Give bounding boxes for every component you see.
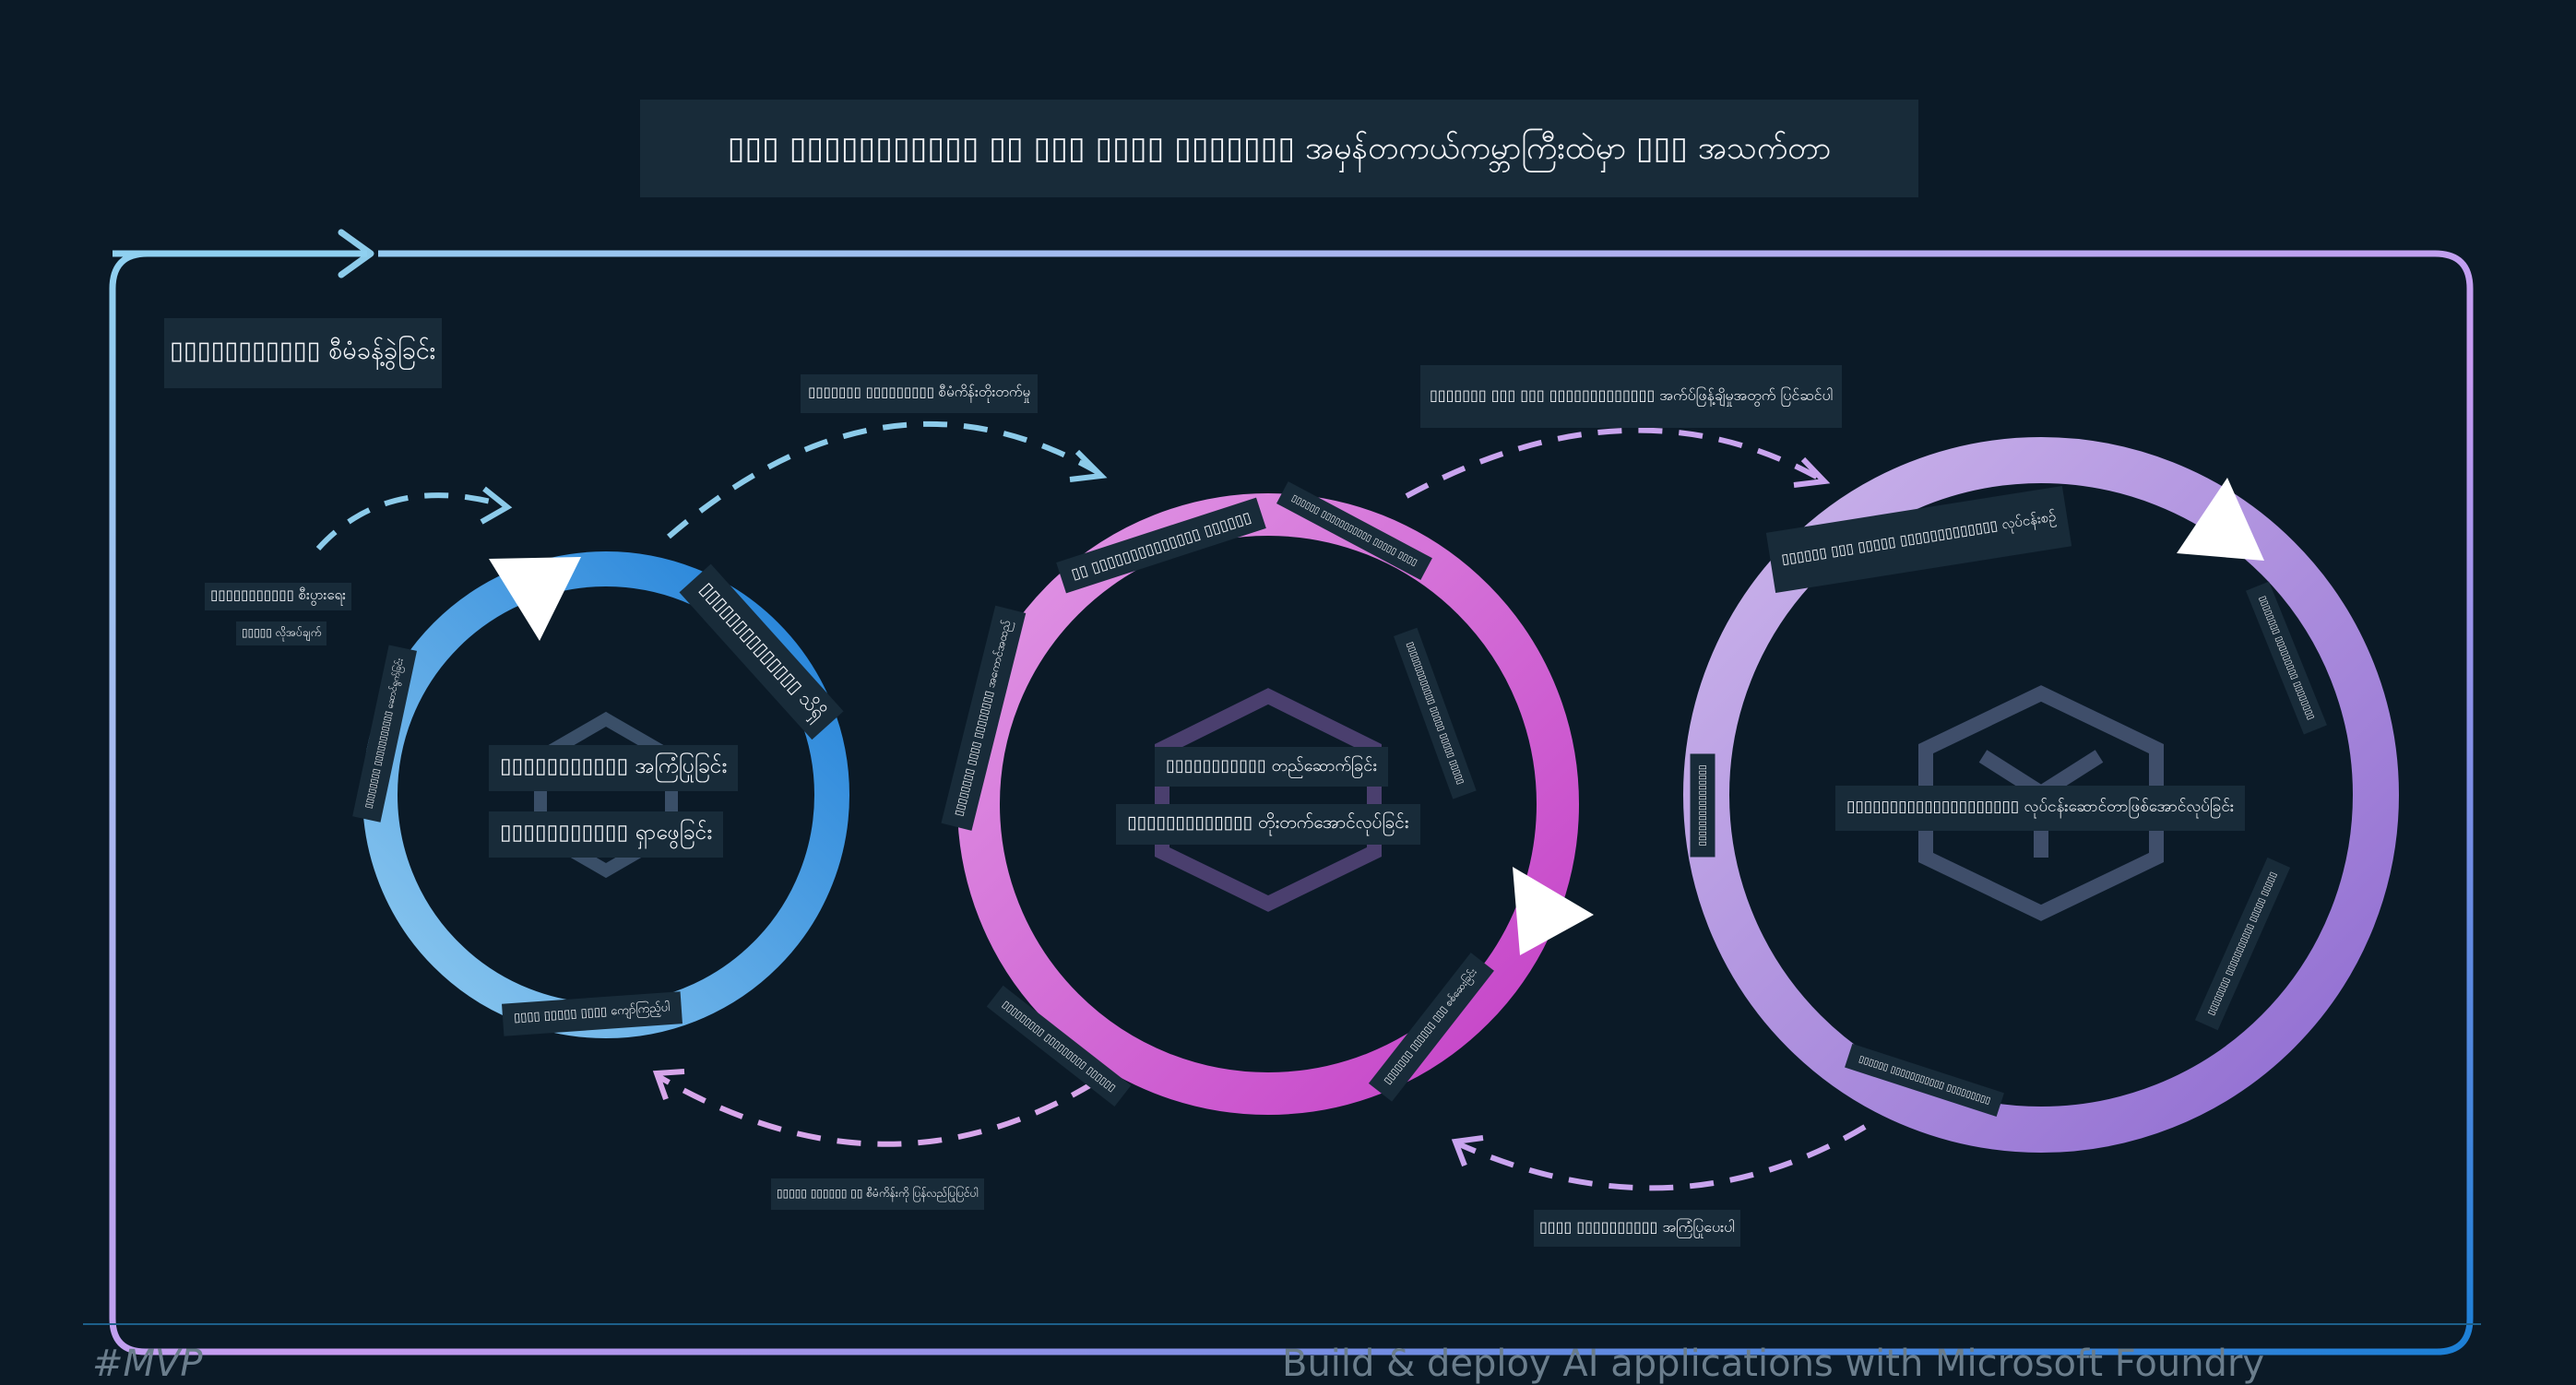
dashed-arrow-head <box>1069 449 1108 482</box>
dashed-arrow-head <box>652 1069 685 1101</box>
arrow-head-icon <box>2177 478 2264 561</box>
frame-arrow-icon <box>338 229 374 278</box>
ring-building <box>957 493 1579 1115</box>
dashed-arrow-head <box>1451 1135 1484 1167</box>
dashed-arrow-back-1 <box>658 1074 1095 1147</box>
footer-tag: #MVP <box>92 1343 203 1385</box>
arrow-head-icon <box>1513 867 1594 955</box>
arrow-head-icon <box>489 557 581 641</box>
dashed-arrow-head <box>1793 456 1831 488</box>
building-center-line-1: ▯▯▯▯▯▯▯▯▯▯▯ တည်ဆောက်ခြင်း <box>1155 747 1388 787</box>
connector-back-2-label: ▯▯▯▯ ▯▯▯▯▯▯▯▯▯▯ အကြံပြုပေးပါ <box>1534 1210 1741 1247</box>
page-title: ▯▯▯ ▯▯▯▯▯▯▯▯▯▯▯ ▯▯ ▯▯▯ ▯▯▯▯ ▯▯▯▯▯▯▯ အမှန… <box>640 100 1918 197</box>
footer-caption: Build & deploy AI applications with Micr… <box>1282 1343 2265 1385</box>
building-center-line-2: ▯▯▯▯▯▯▯▯▯▯▯▯▯ တိုးတက်အောင်လုပ်ခြင်း <box>1116 804 1420 845</box>
connector-run-line-2: ▯▯▯▯▯ လိုအပ်ချက် <box>236 621 327 645</box>
dashed-arrow-head <box>480 486 513 525</box>
ideation-center-line-1: ▯▯▯▯▯▯▯▯▯▯▯ အကြံပြုခြင်း <box>489 745 739 791</box>
operationalizing-ring-label-3: ▯▯▯▯▯▯▯▯▯▯▯▯▯▯▯▯ <box>1690 753 1715 858</box>
operationalizing-center-line: ▯▯▯▯▯▯▯▯▯▯▯▯▯▯▯▯▯▯▯▯ လုပ်ငန်းဆောင်တာဖြစ်… <box>1835 786 2246 831</box>
connector-run-line-1: ▯▯▯▯▯▯▯▯▯▯▯ စီးပွားရေး <box>205 583 351 610</box>
cube-icon <box>1918 685 2164 921</box>
connector-back-1-label: ▯▯▯▯▯ ▯▯▯▯▯▯ ▯▯ စီမံကိန်းကို ပြန်လည်ပြုပ… <box>771 1178 984 1210</box>
hexagon-icon <box>1155 688 1382 912</box>
process-frame <box>109 250 2474 1355</box>
connector-promote-2-label: ▯▯▯▯▯▯▯ ▯▯▯ ▯▯▯ ▯▯▯▯▯▯▯▯▯▯▯▯▯ အက်ပ်ဖြန့်… <box>1420 365 1843 428</box>
ideation-center-line-2: ▯▯▯▯▯▯▯▯▯▯▯ ရှာဖွေခြင်း <box>489 811 724 858</box>
dashed-arrow-back-2 <box>1455 1124 1867 1191</box>
dashed-arrow-run <box>315 492 506 551</box>
connector-promote-1-label: ▯▯▯▯▯▯▯ ▯▯▯▯▯▯▯▯▯ စီမံကိန်းတိုးတက်မှု <box>801 374 1039 413</box>
frame-label: ▯▯▯▯▯▯▯▯▯▯▯ စီမံခန့်ခွဲခြင်း <box>164 318 442 388</box>
dashed-arrow-promote-2 <box>1405 427 1823 499</box>
dashed-arrow-promote-1 <box>667 420 1099 539</box>
